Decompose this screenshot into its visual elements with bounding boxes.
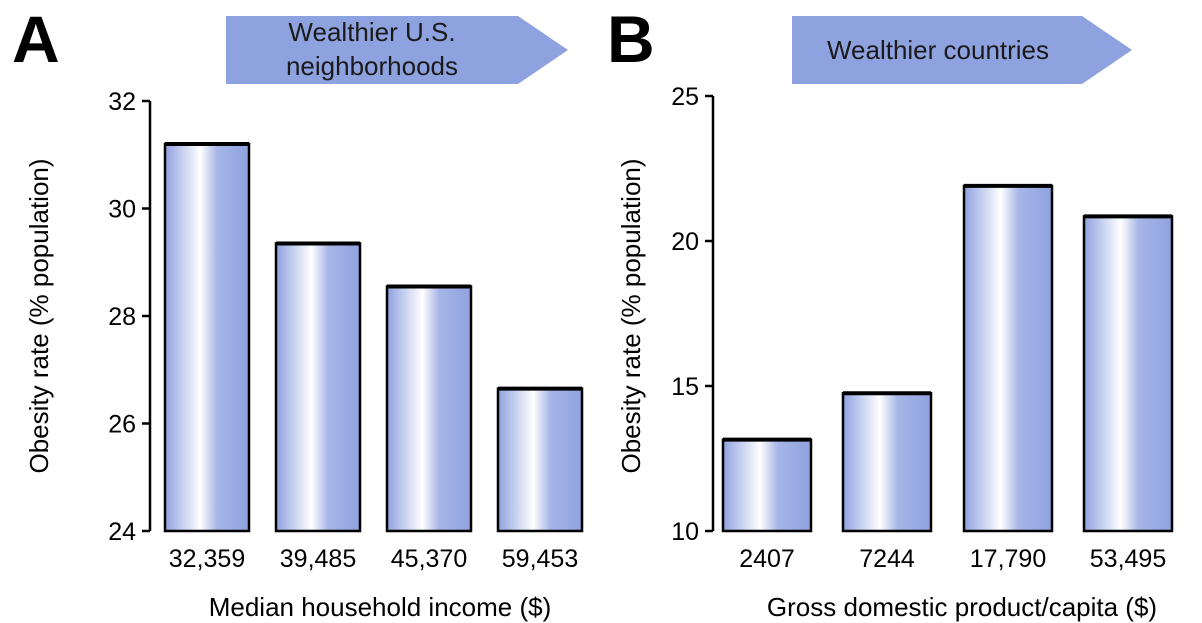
x-tick-label: 7244	[859, 545, 915, 573]
x-tick-label: 32,359	[169, 545, 245, 573]
x-tick-label: 39,485	[280, 545, 356, 573]
y-tick-label: 26	[108, 411, 136, 439]
y-tick-label: 15	[671, 373, 699, 401]
panel-b: B Wealthier countries 10 15 20 25 2407 7244 1…	[607, 2, 1174, 622]
bar	[274, 242, 362, 533]
y-tick-label: 10	[671, 518, 699, 546]
y-tick-label: 30	[108, 196, 136, 224]
panel-a-banner-line-1: Wealthier U.S.	[288, 17, 455, 47]
panel-a-bars	[163, 142, 584, 533]
panel-a-letter: A	[12, 2, 60, 76]
panel-a-x-axis-title: Median household income ($)	[209, 592, 552, 622]
x-tick-label: 45,370	[391, 545, 467, 573]
panel-b-x-tick-labels: 2407 7244 17,790 53,495	[739, 545, 1166, 573]
y-tick-label: 32	[108, 88, 136, 116]
bar	[385, 285, 473, 533]
panel-b-x-axis-title: Gross domestic product/capita ($)	[767, 592, 1157, 622]
y-tick-label: 20	[671, 228, 699, 256]
panel-b-y-axis-title: Obesity rate (% population)	[616, 158, 646, 473]
panel-b-banner-line-1: Wealthier countries	[827, 35, 1049, 65]
panel-b-letter: B	[607, 2, 655, 76]
panel-a-x-tick-labels: 32,359 39,485 45,370 59,453	[169, 545, 578, 573]
bar	[721, 438, 813, 533]
bar	[496, 387, 584, 533]
panel-a: A Wealthier U.S. neighborhoods 24 26 28 30 3…	[12, 2, 584, 622]
panel-a-banner-arrow	[226, 16, 568, 84]
x-tick-label: 17,790	[970, 545, 1046, 573]
panel-b-y-ticks: 10 15 20 25	[671, 83, 713, 546]
panel-a-banner-line-2: neighborhoods	[286, 51, 458, 81]
panel-b-bars	[721, 183, 1174, 533]
x-tick-label: 53,495	[1090, 545, 1166, 573]
bar	[163, 142, 251, 533]
panel-a-y-axis-title: Obesity rate (% population)	[24, 158, 54, 473]
bar	[962, 184, 1054, 533]
bar	[841, 392, 933, 533]
x-tick-label: 2407	[739, 545, 795, 573]
x-tick-label: 59,453	[502, 545, 578, 573]
panel-b-banner-arrow	[792, 16, 1132, 84]
bar	[1082, 215, 1174, 533]
panel-a-y-ticks: 24 26 28 30 32	[108, 88, 150, 546]
y-tick-label: 28	[108, 303, 136, 331]
y-tick-label: 25	[671, 83, 699, 111]
y-tick-label: 24	[108, 518, 136, 546]
